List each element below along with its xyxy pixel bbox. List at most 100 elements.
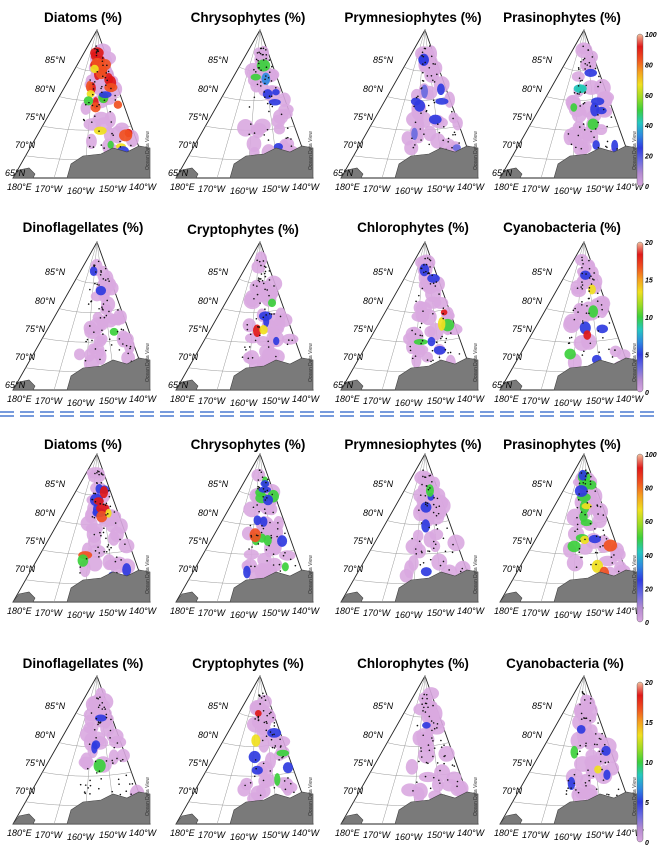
latitude-label: 85°N <box>532 701 553 711</box>
station-patch <box>610 547 626 562</box>
station-patch <box>412 782 428 800</box>
station-dot <box>600 753 602 755</box>
latitude-label: 85°N <box>373 479 394 489</box>
station-dot <box>98 307 100 310</box>
station-dot <box>438 505 441 508</box>
station-dot <box>97 50 99 52</box>
station-dot <box>106 64 108 67</box>
longitude-label: 170°W <box>522 830 551 840</box>
latitude-label: 70°N <box>343 352 364 362</box>
concentration-patch <box>243 565 251 579</box>
station-dot <box>102 278 105 280</box>
station-dot <box>421 54 423 57</box>
latitude-label: 70°N <box>178 786 199 796</box>
station-dot <box>438 356 441 359</box>
station-dot <box>449 351 452 354</box>
station-dot <box>427 744 430 746</box>
station-dot <box>258 280 261 283</box>
station-dot <box>616 148 618 150</box>
station-dot <box>430 74 433 77</box>
station-dot <box>432 282 435 285</box>
station-dot <box>263 265 266 268</box>
station-dot <box>89 784 92 787</box>
station-dot <box>264 512 267 514</box>
station-dot <box>414 333 417 335</box>
station-dot <box>567 787 569 789</box>
longitude-label: 150°W <box>262 830 291 840</box>
station-dot <box>418 294 420 297</box>
latitude-label: 70°N <box>15 786 36 796</box>
concentration-patch <box>413 338 428 345</box>
longitude-label: 170°W <box>198 830 227 840</box>
station-dot <box>419 334 422 337</box>
station-dot <box>262 710 265 712</box>
longitude-label: 160°W <box>67 832 96 842</box>
concentration-patch <box>261 72 271 86</box>
concentration-field <box>252 298 280 346</box>
latitude-label: 75°N <box>512 536 533 546</box>
station-dot <box>432 503 435 506</box>
latitude-label: 70°N <box>15 352 36 362</box>
latitude-label: 70°N <box>15 564 36 574</box>
station-dot <box>593 136 595 138</box>
station-patch <box>580 787 597 801</box>
station-dot <box>89 288 91 291</box>
longitude-label: 180°E <box>7 394 33 404</box>
concentration-field <box>89 266 119 336</box>
station-dot <box>431 481 433 483</box>
longitude-label: 180°E <box>494 182 520 192</box>
longitude-label: 150°W <box>427 396 456 406</box>
latitude-label: 70°N <box>178 564 199 574</box>
station-dot <box>125 344 128 347</box>
longitude-label: 170°W <box>363 184 392 194</box>
station-patch <box>103 280 119 296</box>
station-dot <box>422 71 424 74</box>
map-panel: 85°N 80°N 75°N 70°N 180°E 170°W 160°W 150°W 140°… <box>335 452 486 620</box>
station-dot <box>568 337 571 339</box>
concentration-patch <box>583 330 592 340</box>
station-dot <box>420 756 423 758</box>
concentration-patch <box>104 72 113 86</box>
station-dot <box>262 527 265 530</box>
station-dot <box>275 355 277 358</box>
station-dot <box>611 356 614 358</box>
station-dot <box>256 285 258 287</box>
station-dot <box>117 778 120 781</box>
map-panel: 85°N 80°N 75°N 70°N 65°N 180°E 170°W 160°W 150°W… <box>5 28 158 196</box>
station-dot <box>415 553 418 555</box>
station-dot <box>578 547 581 550</box>
latitude-label: 75°N <box>188 758 209 768</box>
station-dot <box>436 723 439 725</box>
station-dot <box>99 721 102 724</box>
station-dot <box>431 274 434 277</box>
latitude-label: 75°N <box>25 112 46 122</box>
station-dot <box>284 532 286 535</box>
longitude-label: 150°W <box>427 830 456 840</box>
station-dot <box>105 537 107 540</box>
station-dot <box>266 489 269 492</box>
map-panel: 85°N 80°N 75°N 70°N 180°E 170°W 160°W 150°W 140°… <box>7 452 158 620</box>
concentration-patch <box>421 84 428 99</box>
station-dot <box>430 360 432 363</box>
longitude-label: 140°W <box>129 182 158 192</box>
land-mass <box>12 591 36 603</box>
station-dot <box>428 258 431 261</box>
concentration-patch <box>122 563 132 577</box>
station-patch <box>418 771 437 783</box>
station-dot <box>284 551 286 554</box>
concentration-patch <box>282 762 294 774</box>
station-dot <box>116 330 119 333</box>
station-dot <box>272 564 275 566</box>
station-dot <box>105 713 108 716</box>
station-dot <box>91 104 94 107</box>
latitude-label: 85°N <box>532 479 553 489</box>
station-dot <box>99 503 102 505</box>
station-dot <box>258 51 260 54</box>
station-dot <box>250 534 252 537</box>
concentration-patch <box>267 298 277 308</box>
station-dot <box>130 793 132 795</box>
longitude-label: 150°W <box>99 184 128 194</box>
concentration-field <box>243 476 289 579</box>
station-patch <box>260 711 276 723</box>
station-dot <box>97 260 100 263</box>
